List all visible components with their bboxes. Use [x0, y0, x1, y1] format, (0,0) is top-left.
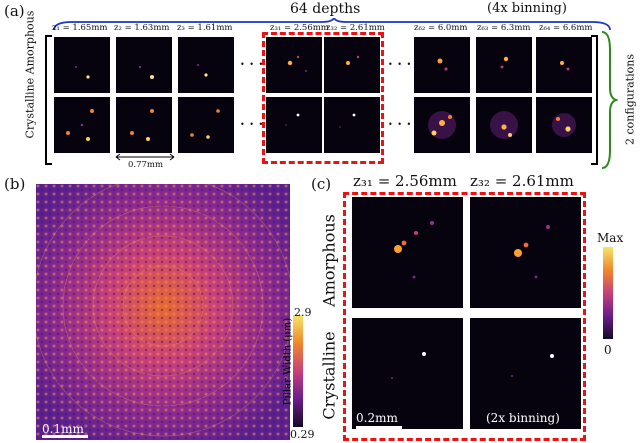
depth-label: z₁ = 1.65mm: [52, 23, 108, 33]
psf-tile: [54, 97, 110, 153]
z32-label: z₃₂ = 2.61mm: [470, 172, 574, 190]
psf-tile: [178, 37, 234, 93]
depth-brace-icon: [53, 18, 611, 31]
panel-c-label: (c): [311, 175, 332, 193]
psf-tile: [536, 97, 592, 153]
binning-label: (4x binning): [487, 1, 567, 16]
psf-tile: [116, 97, 172, 153]
colorbar-b: [293, 315, 303, 427]
depth-label: z₃₁ = 2.56mm: [270, 23, 329, 33]
psf-tile: [178, 97, 234, 153]
psf-tile: [266, 37, 322, 93]
row-label-amorphous: Amorphous: [319, 214, 339, 307]
psf-tile: [324, 97, 380, 153]
psf-tile: [54, 37, 110, 93]
psf-tile: [414, 97, 470, 153]
colorbar-max: 2.9: [294, 306, 312, 319]
psf-amorphous-z31: [352, 197, 463, 308]
psf-tile: [414, 37, 470, 93]
binning-label-c: (2x binning): [486, 411, 560, 425]
scale-bar-c: [356, 426, 402, 429]
ellipsis: • • •: [388, 120, 413, 129]
depth-label: z₆₄ = 6.6mm: [539, 23, 593, 33]
depth-label: z₃ = 1.61mm: [177, 23, 233, 33]
ellipsis: • • •: [240, 120, 265, 129]
psf-tile: [116, 37, 172, 93]
colorbar-c: [603, 247, 613, 339]
ellipsis: • • •: [388, 60, 413, 69]
psf-tile: [266, 97, 322, 153]
depth-label: z₃₂ = 2.61mm: [326, 23, 385, 33]
colorbar-c-min: 0: [604, 343, 612, 357]
scale-bar-b: [42, 435, 88, 438]
depth-label: z₆₃ = 6.3mm: [477, 23, 531, 33]
psf-crystalline-z32: [470, 318, 581, 429]
psf-tile: [536, 37, 592, 93]
scale-label-c: 0.2mm: [356, 411, 398, 425]
pillar-width-map: [36, 184, 290, 440]
psf-tile: [324, 37, 380, 93]
left-bracket-icon: [45, 35, 52, 165]
psf-tile: [476, 37, 532, 93]
psf-amorphous-z32: [470, 197, 581, 308]
depths-title: 64 depths: [290, 1, 361, 17]
highlight-box: [262, 32, 384, 164]
psf-crystalline-z31: [352, 318, 463, 429]
depth-label: z₂ = 1.63mm: [114, 23, 170, 33]
configurations-label: 2 configurations: [623, 54, 637, 145]
colorbar-label: Pillar Width (μm): [282, 317, 294, 406]
row-labels: Crystalline Amorphous: [23, 10, 37, 139]
depth-label: z₆₂ = 6.0mm: [414, 23, 468, 33]
right-bracket-icon: [591, 35, 598, 165]
scale-arrow-icon: [115, 153, 175, 161]
panel-b-label: (b): [4, 175, 26, 193]
z31-label: z₃₁ = 2.56mm: [353, 172, 457, 190]
config-brace-icon: [601, 31, 618, 169]
colorbar-min: 0.29: [290, 428, 315, 441]
ellipsis: • • •: [240, 60, 265, 69]
panel-a-label: (a): [4, 2, 25, 20]
row-label-crystalline: Crystalline: [319, 331, 339, 420]
scale-label-b: 0.1mm: [42, 422, 84, 436]
highlight-box-c: [343, 192, 586, 441]
psf-tile: [476, 97, 532, 153]
colorbar-c-max: Max: [597, 231, 624, 245]
scale-label: 0.77mm: [128, 160, 164, 170]
